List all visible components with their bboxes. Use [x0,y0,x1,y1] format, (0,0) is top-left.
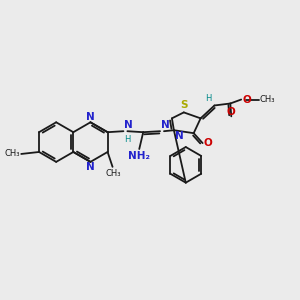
Text: CH₃: CH₃ [5,149,20,158]
Text: N: N [124,120,133,130]
Text: S: S [180,100,188,110]
Text: CH₃: CH₃ [260,95,275,104]
Text: O: O [242,94,251,104]
Text: O: O [204,138,212,148]
Text: O: O [227,107,236,117]
Text: NH₂: NH₂ [128,151,150,161]
Text: H: H [124,135,130,144]
Text: CH₃: CH₃ [106,169,121,178]
Text: N: N [175,131,184,141]
Text: N: N [86,112,95,122]
Text: N: N [86,162,95,172]
Text: N: N [161,120,170,130]
Text: H: H [205,94,212,103]
